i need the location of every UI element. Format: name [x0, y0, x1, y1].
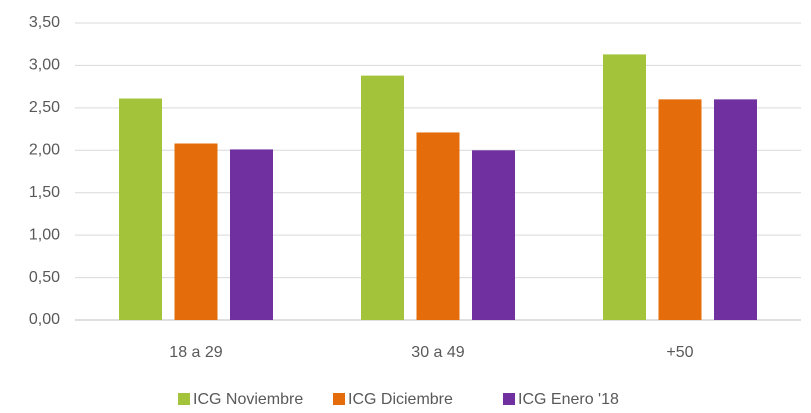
x-tick-label: 30 a 49: [411, 344, 464, 361]
y-tick-label: 0,50: [29, 269, 60, 286]
bar: [174, 143, 218, 320]
bar: [416, 132, 460, 320]
bar: [119, 98, 162, 320]
y-tick-label: 1,50: [29, 184, 60, 201]
y-tick-label: 3,00: [29, 57, 60, 74]
legend-label: ICG Diciembre: [348, 391, 453, 408]
y-tick-label: 1,00: [29, 226, 60, 243]
bar: [658, 99, 702, 320]
bar: [603, 54, 646, 320]
x-tick-label: +50: [666, 344, 693, 361]
bar: [361, 75, 404, 321]
bar: [472, 150, 515, 320]
legend-label: ICG Enero '18: [518, 391, 619, 408]
legend-swatch: [333, 393, 345, 405]
legend-swatch: [178, 393, 190, 405]
y-tick-label: 2,00: [29, 142, 60, 159]
y-tick-label: 3,50: [29, 14, 60, 31]
legend-label: ICG Noviembre: [193, 391, 303, 408]
bar: [230, 149, 273, 320]
x-tick-label: 18 a 29: [169, 344, 222, 361]
bar: [714, 99, 757, 320]
y-tick-label: 2,50: [29, 99, 60, 116]
y-tick-label: 0,00: [29, 311, 60, 328]
legend-swatch: [503, 393, 515, 405]
